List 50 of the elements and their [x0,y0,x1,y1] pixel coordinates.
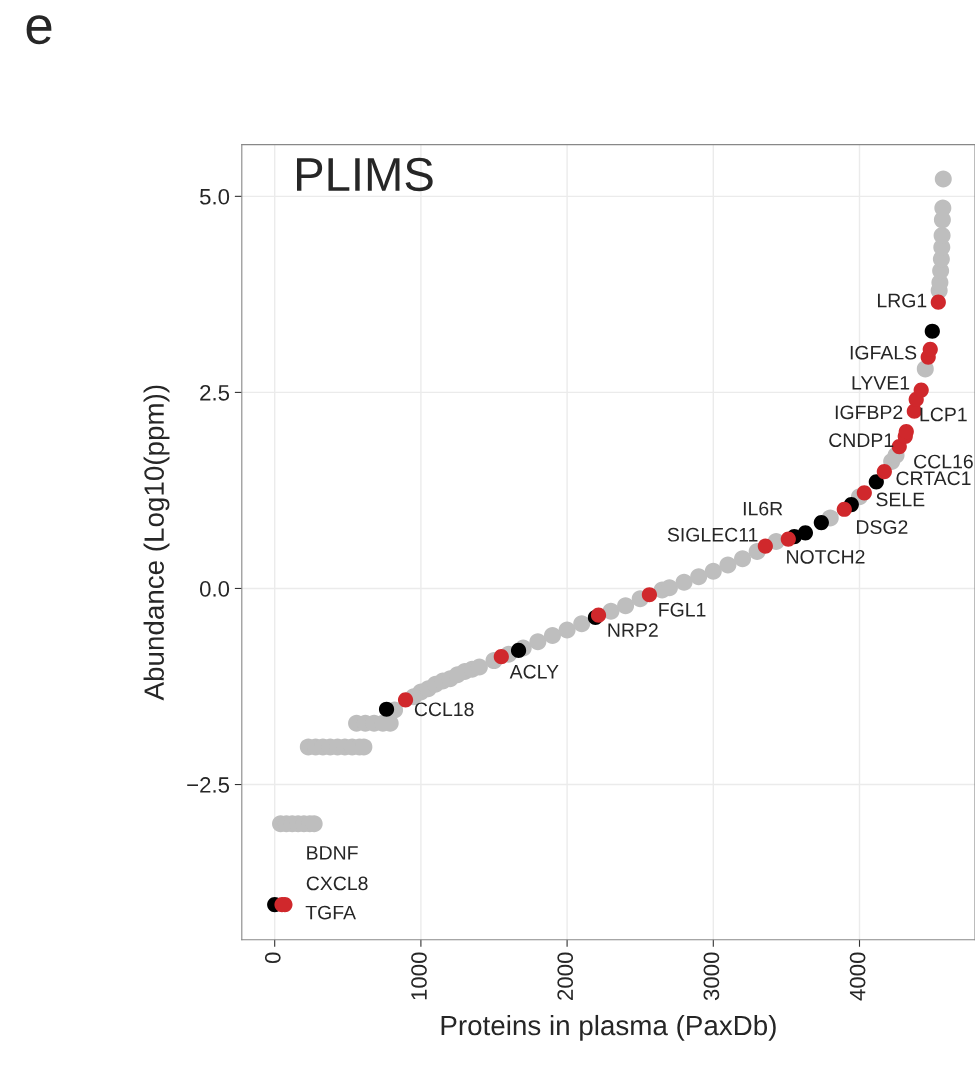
point [797,525,814,541]
point [813,514,829,531]
point [378,701,395,717]
annotation: IGFALS [850,345,917,360]
y-tick-label: −2.5 [187,777,230,793]
annotation: LCP1 [920,407,967,422]
annotation: NOTCH2 [787,549,865,564]
point [780,531,796,547]
annotation: SIGLEC11 [667,527,758,542]
text: e [26,15,52,45]
point [836,501,852,517]
annotation: SELE [876,492,925,507]
annotation: NRP2 [608,623,658,637]
point [924,323,940,339]
x-axis-title: Proteins in plasma (PaxDb) [441,1014,776,1041]
y-tick-label: 0.0 [199,581,230,597]
y-tick-label: 5.0 [199,188,230,205]
annotation: FGL1 [659,602,706,617]
annotation: BDNF [307,846,358,860]
point [641,587,658,603]
annotation: ACLY [509,664,559,679]
point [493,649,509,665]
annotation: CXCL8 [306,876,368,891]
annotation: TGFA [305,905,356,920]
point [930,294,946,310]
point [868,474,884,490]
point [757,538,773,554]
annotation: CRTAC1 [896,471,971,486]
annotation: CCL16 [914,454,973,469]
point [922,341,938,357]
x-tick-label: 1000 [411,952,427,1000]
point [397,692,414,708]
x-tick-label: 4000 [849,952,866,1001]
point [913,382,929,398]
x-tick-label: 2000 [557,952,574,1000]
point [876,464,892,480]
annotation: CNDP1 [829,433,894,448]
annotation: CCL18 [414,702,474,717]
annotation: IL6R [743,501,783,516]
x-tick-label: 3000 [703,952,720,1001]
annotation: DSG2 [857,520,908,534]
point [510,642,527,659]
y-axis-title: Abundance (Log10(ppm)) [143,385,170,701]
annotation: IGFBP2 [835,405,903,420]
x-tick-label: 0 [264,952,281,964]
chart-title: PLIMS [297,157,433,192]
annotation: LYVE1 [852,376,910,390]
annotation: LRG1 [877,293,927,308]
point [856,485,872,501]
y-tick-label: 2.5 [200,384,230,401]
